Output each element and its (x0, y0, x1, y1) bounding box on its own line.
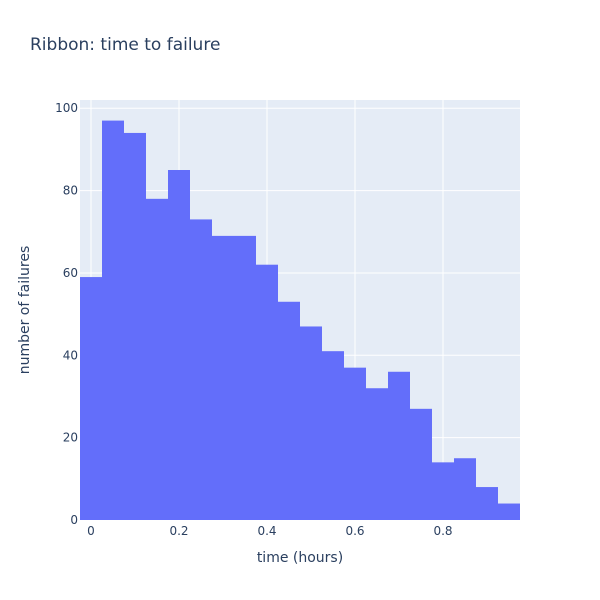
x-tick-label: 0.6 (345, 524, 364, 538)
histogram-bar (388, 371, 410, 520)
x-tick-label: 0.8 (433, 524, 452, 538)
histogram-bar (322, 351, 344, 520)
histogram-bar (366, 388, 388, 520)
histogram-bar (124, 132, 146, 521)
histogram-bar (146, 198, 168, 520)
histogram-bars (80, 120, 520, 521)
y-tick-label: 0 (70, 513, 78, 527)
histogram-bar (212, 235, 234, 520)
y-axis-ticks: 0 20 40 60 80 100 (55, 101, 78, 527)
x-axis-ticks: 0 0.2 0.4 0.6 0.8 (87, 524, 452, 538)
x-axis-title: time (hours) (257, 550, 343, 566)
histogram-bar (344, 367, 366, 520)
y-tick-label: 40 (63, 348, 78, 362)
histogram-bar (256, 264, 278, 520)
y-tick-label: 20 (63, 431, 78, 445)
histogram-bar (498, 503, 520, 520)
chart-title: Ribbon: time to failure (30, 35, 220, 55)
y-tick-label: 80 (63, 184, 78, 198)
histogram-bar (300, 326, 322, 520)
histogram-bar (410, 408, 432, 520)
x-tick-label: 0.4 (257, 524, 276, 538)
y-axis-title: number of failures (17, 246, 33, 375)
x-tick-label: 0.2 (169, 524, 188, 538)
histogram-bar (432, 462, 454, 520)
histogram-bar (476, 487, 498, 520)
histogram-bar (190, 219, 212, 521)
x-tick-label: 0 (87, 524, 95, 538)
histogram-bar (454, 458, 476, 520)
histogram-bar (102, 120, 124, 521)
y-tick-label: 60 (63, 266, 78, 280)
histogram-bar (234, 235, 256, 520)
histogram-bar (278, 301, 300, 520)
y-tick-label: 100 (55, 101, 78, 115)
histogram-bar (168, 170, 190, 520)
histogram-bar (80, 277, 102, 520)
